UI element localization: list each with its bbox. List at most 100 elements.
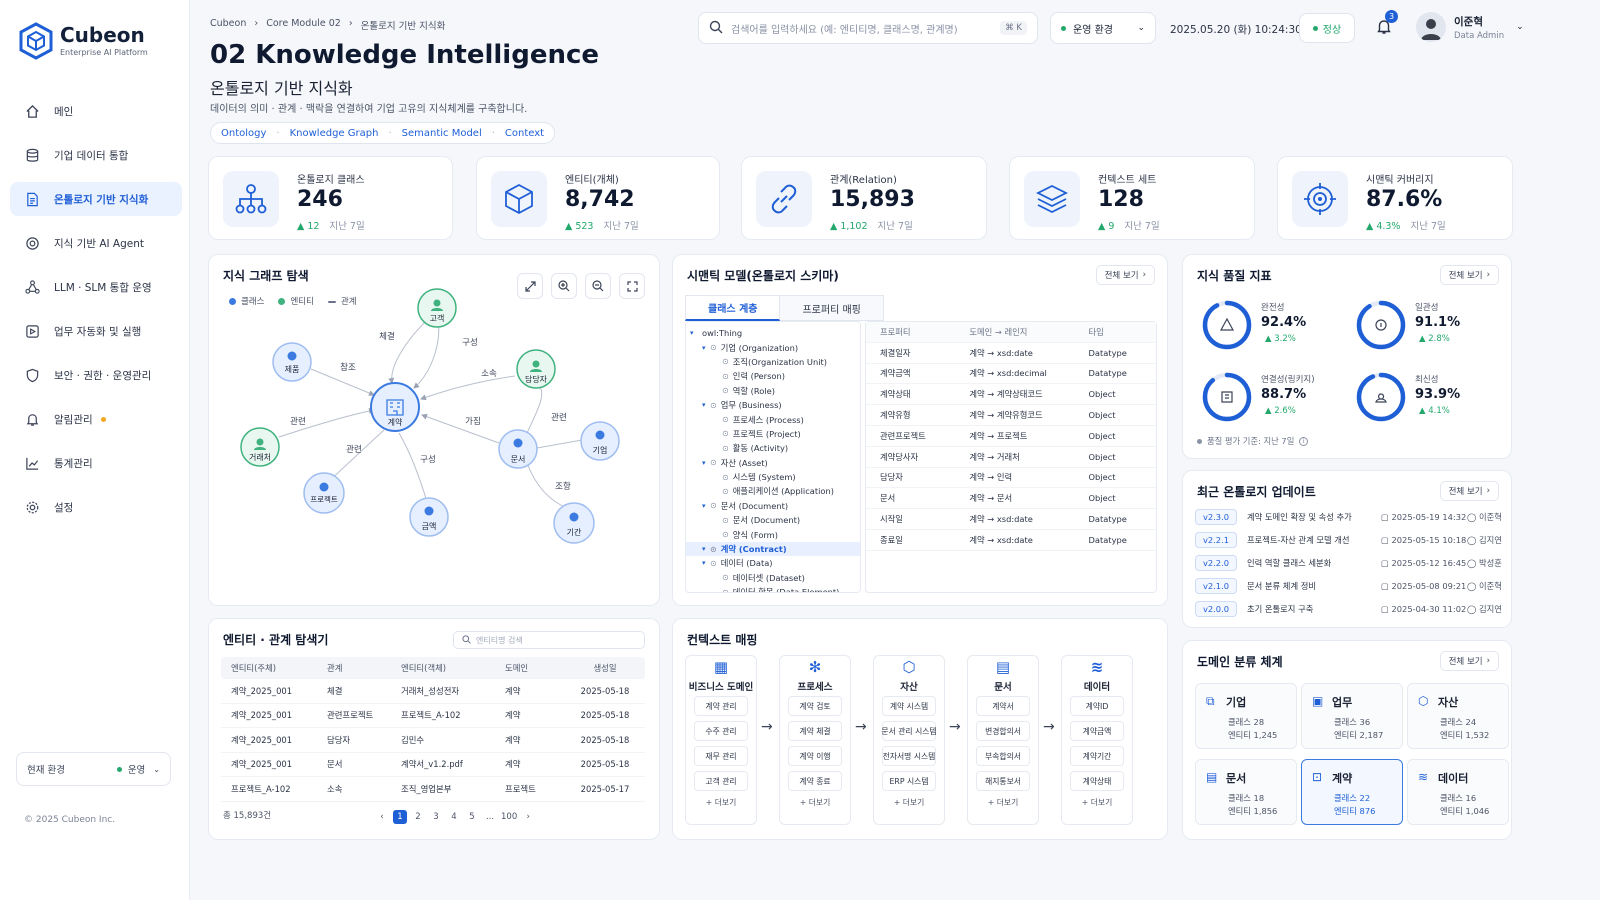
domain-card[interactable]: ▣ 업무 클래스 36 엔티티 2,187: [1301, 683, 1403, 749]
tag-semantic-model[interactable]: Semantic Model: [401, 127, 482, 139]
table-row[interactable]: 계약금액 계약 → xsd:decimal Datatype: [866, 364, 1156, 385]
table-row[interactable]: 시작일 계약 → xsd:date Datatype: [866, 509, 1156, 530]
table-row[interactable]: 계약_2025_001 담당자 김민수 계약 2025-05-18: [221, 728, 645, 753]
context-item[interactable]: 계약 이행: [788, 746, 842, 766]
page-number[interactable]: 2: [415, 812, 421, 822]
tree-node[interactable]: ⊙ 데이터셋 (Dataset): [686, 571, 860, 585]
tree-node[interactable]: ⊙ 역할 (Role): [686, 384, 860, 398]
tree-node[interactable]: ⊙ 활동 (Activity): [686, 441, 860, 455]
stat-card-relations[interactable]: 관계(Relation) 15,893 ▲ 1,102 지난 7일: [741, 156, 987, 240]
tab-property-mapping[interactable]: 프로퍼티 매핑: [780, 295, 884, 321]
domain-card[interactable]: ▤ 문서 클래스 18 엔티티 1,856: [1195, 759, 1297, 825]
more-link[interactable]: + 더보기: [893, 798, 925, 807]
context-item[interactable]: 계약ID: [1070, 696, 1124, 716]
table-row[interactable]: 체결일자 계약 → xsd:date Datatype: [866, 343, 1156, 364]
graph-node-project[interactable]: 프로젝트: [303, 472, 345, 514]
graph-node-period[interactable]: 기간: [553, 502, 595, 544]
sidebar-item-ontology[interactable]: 온톨로지 기반 지식화: [10, 182, 182, 216]
info-icon[interactable]: i: [1299, 436, 1309, 446]
global-search[interactable]: 검색어를 입력하세요 (예: 엔티티명, 클래스명, 관계명) ⌘ K: [698, 12, 1038, 44]
tree-node[interactable]: ▾ ⊙ 문서 (Document): [686, 499, 860, 513]
context-item[interactable]: 계약기간: [1070, 746, 1124, 766]
tree-node[interactable]: ⊙ 인력 (Person): [686, 369, 860, 383]
view-all-button[interactable]: 전체 보기 ›: [1095, 265, 1155, 285]
sidebar-item-automation[interactable]: 업무 자동화 및 실행: [10, 314, 182, 348]
search-input[interactable]: 검색어를 입력하세요 (예: 엔티티명, 클래스명, 관계명): [731, 24, 958, 36]
brand-logo[interactable]: Cubeon Enterprise AI Platform: [18, 22, 148, 60]
context-item[interactable]: 변경합의서: [976, 721, 1030, 741]
notifications-button[interactable]: 3: [1368, 10, 1400, 44]
table-row[interactable]: 계약_2025_001 문서 계약서_v1.2.pdf 계약 2025-05-18: [221, 753, 645, 777]
tag-knowledge-graph[interactable]: Knowledge Graph: [289, 127, 379, 139]
table-row[interactable]: 계약_2025_001 체결 거래처_성성전자 계약 2025-05-18: [221, 679, 645, 704]
sidebar-item-main[interactable]: 메인: [10, 94, 182, 128]
stat-card-entities[interactable]: 엔티티(개체) 8,742 ▲ 523 지난 7일: [476, 156, 720, 240]
domain-card[interactable]: ⧉ 기업 클래스 28 엔티티 1,245: [1195, 683, 1297, 749]
stat-card-contexts[interactable]: 컨텍스트 세트 128 ▲ 9 지난 7일: [1009, 156, 1255, 240]
table-row[interactable]: 계약상태 계약 → 계약상태코드 Object: [866, 384, 1156, 406]
table-row[interactable]: 프로젝트_A-102 소속 조직_영업본부 프로젝트 2025-05-17: [221, 777, 645, 802]
table-row[interactable]: 관련프로젝트 계약 → 프로젝트 Object: [866, 426, 1156, 447]
sidebar-item-statistics[interactable]: 통계관리: [10, 446, 182, 480]
table-row[interactable]: 계약유형 계약 → 계약유형코드 Object: [866, 405, 1156, 426]
page-number[interactable]: 4: [451, 812, 457, 822]
context-item[interactable]: ERP 시스템: [882, 771, 936, 791]
tree-node[interactable]: ▾ owl:Thing: [686, 326, 860, 340]
expand-icon[interactable]: [517, 273, 543, 299]
tree-node[interactable]: ⊙ 애플리케이션 (Application): [686, 484, 860, 498]
context-item[interactable]: 문서 관리 시스템: [881, 721, 937, 741]
entity-search-input[interactable]: 엔티티명 검색: [476, 635, 523, 645]
tag-ontology[interactable]: Ontology: [221, 127, 267, 139]
tree-node[interactable]: ⊙ 프로세스 (Process): [686, 412, 860, 426]
tree-node[interactable]: ▾ ⊙ 기업 (Organization): [686, 340, 860, 354]
user-menu[interactable]: 이준혁 Data Admin ⌄: [1416, 12, 1524, 42]
context-item[interactable]: 해지통보서: [976, 771, 1030, 791]
context-item[interactable]: 계약금액: [1070, 721, 1124, 741]
list-item[interactable]: v2.1.0 문서 분류 체계 정비 ▢ 2025-05-08 09:21 ◯ 이준혁: [1195, 576, 1505, 596]
environment-dropdown[interactable]: 운영 환경 ⌄: [1050, 12, 1156, 44]
view-all-button[interactable]: 전체 보기 ›: [1439, 481, 1499, 501]
graph-node-document[interactable]: 문서: [498, 429, 538, 469]
stat-card-classes[interactable]: 온톨로지 클래스 246 ▲ 12 지난 7일: [208, 156, 453, 240]
table-row[interactable]: 담당자 계약 → 인력 Object: [866, 468, 1156, 489]
entity-search[interactable]: 엔티티명 검색: [453, 631, 645, 649]
tree-node[interactable]: ⊙ 프로젝트 (Project): [686, 427, 860, 441]
chevron-right-icon[interactable]: ›: [526, 812, 530, 822]
graph-node-vendor[interactable]: 거래처: [240, 427, 280, 467]
domain-card[interactable]: ≋ 데이터 클래스 16 엔티티 1,046: [1407, 759, 1509, 825]
context-item[interactable]: 고객 관리: [694, 771, 748, 791]
tree-node[interactable]: ⊙ 문서 (Document): [686, 513, 860, 527]
domain-card[interactable]: ⬡ 자산 클래스 24 엔티티 1,532: [1407, 683, 1509, 749]
graph-node-company[interactable]: 기업: [580, 421, 620, 461]
more-link[interactable]: + 더보기: [799, 798, 831, 807]
context-item[interactable]: 계약서: [976, 696, 1030, 716]
tree-node[interactable]: ▾ ⊙ 계약 (Contract): [686, 541, 860, 557]
sidebar-item-settings[interactable]: 설정: [10, 490, 182, 524]
context-item[interactable]: 전자서명 시스템: [882, 746, 936, 766]
tag-context[interactable]: Context: [504, 127, 545, 139]
page-number[interactable]: 5: [469, 812, 475, 822]
view-all-button[interactable]: 전체 보기 ›: [1439, 265, 1499, 285]
context-item[interactable]: 계약상태: [1070, 771, 1124, 791]
tree-node[interactable]: ⊙ 시스템 (System): [686, 470, 860, 484]
table-row[interactable]: 종료일 계약 → xsd:date Datatype: [866, 530, 1156, 551]
context-item[interactable]: 계약 종료: [788, 771, 842, 791]
knowledge-graph-canvas[interactable]: 체결 구성 참조 소속 관련 가짐 관련 관련 구성 조항 계약 고객 제품: [209, 255, 661, 607]
sidebar-item-security[interactable]: 보안 · 권한 · 운영관리: [10, 358, 182, 392]
tree-node[interactable]: ⊙ 조직(Organization Unit): [686, 355, 860, 369]
zoom-out-icon[interactable]: [585, 273, 611, 299]
breadcrumb-item[interactable]: Core Module 02: [266, 18, 341, 29]
tree-node[interactable]: ▾ ⊙ 데이터 (Data): [686, 556, 860, 570]
page-number[interactable]: 3: [433, 812, 439, 822]
table-row[interactable]: 계약당사자 계약 → 거래처 Object: [866, 447, 1156, 468]
tree-node[interactable]: ⊙ 데이터 항목 (Data Element): [686, 585, 860, 592]
graph-node-contract[interactable]: 계약: [370, 382, 420, 432]
breadcrumb-item[interactable]: Cubeon: [210, 18, 247, 29]
sidebar-item-alerts[interactable]: 알림관리: [10, 402, 182, 436]
graph-node-amount[interactable]: 금액: [409, 497, 449, 537]
graph-node-customer[interactable]: 고객: [417, 288, 457, 328]
page-number[interactable]: 1: [393, 810, 407, 824]
context-item[interactable]: 수주 관리: [694, 721, 748, 741]
chevron-left-icon[interactable]: ‹: [380, 812, 384, 822]
list-item[interactable]: v2.3.0 계약 도메인 확장 및 속성 추가 ▢ 2025-05-19 14:3…: [1195, 507, 1505, 527]
